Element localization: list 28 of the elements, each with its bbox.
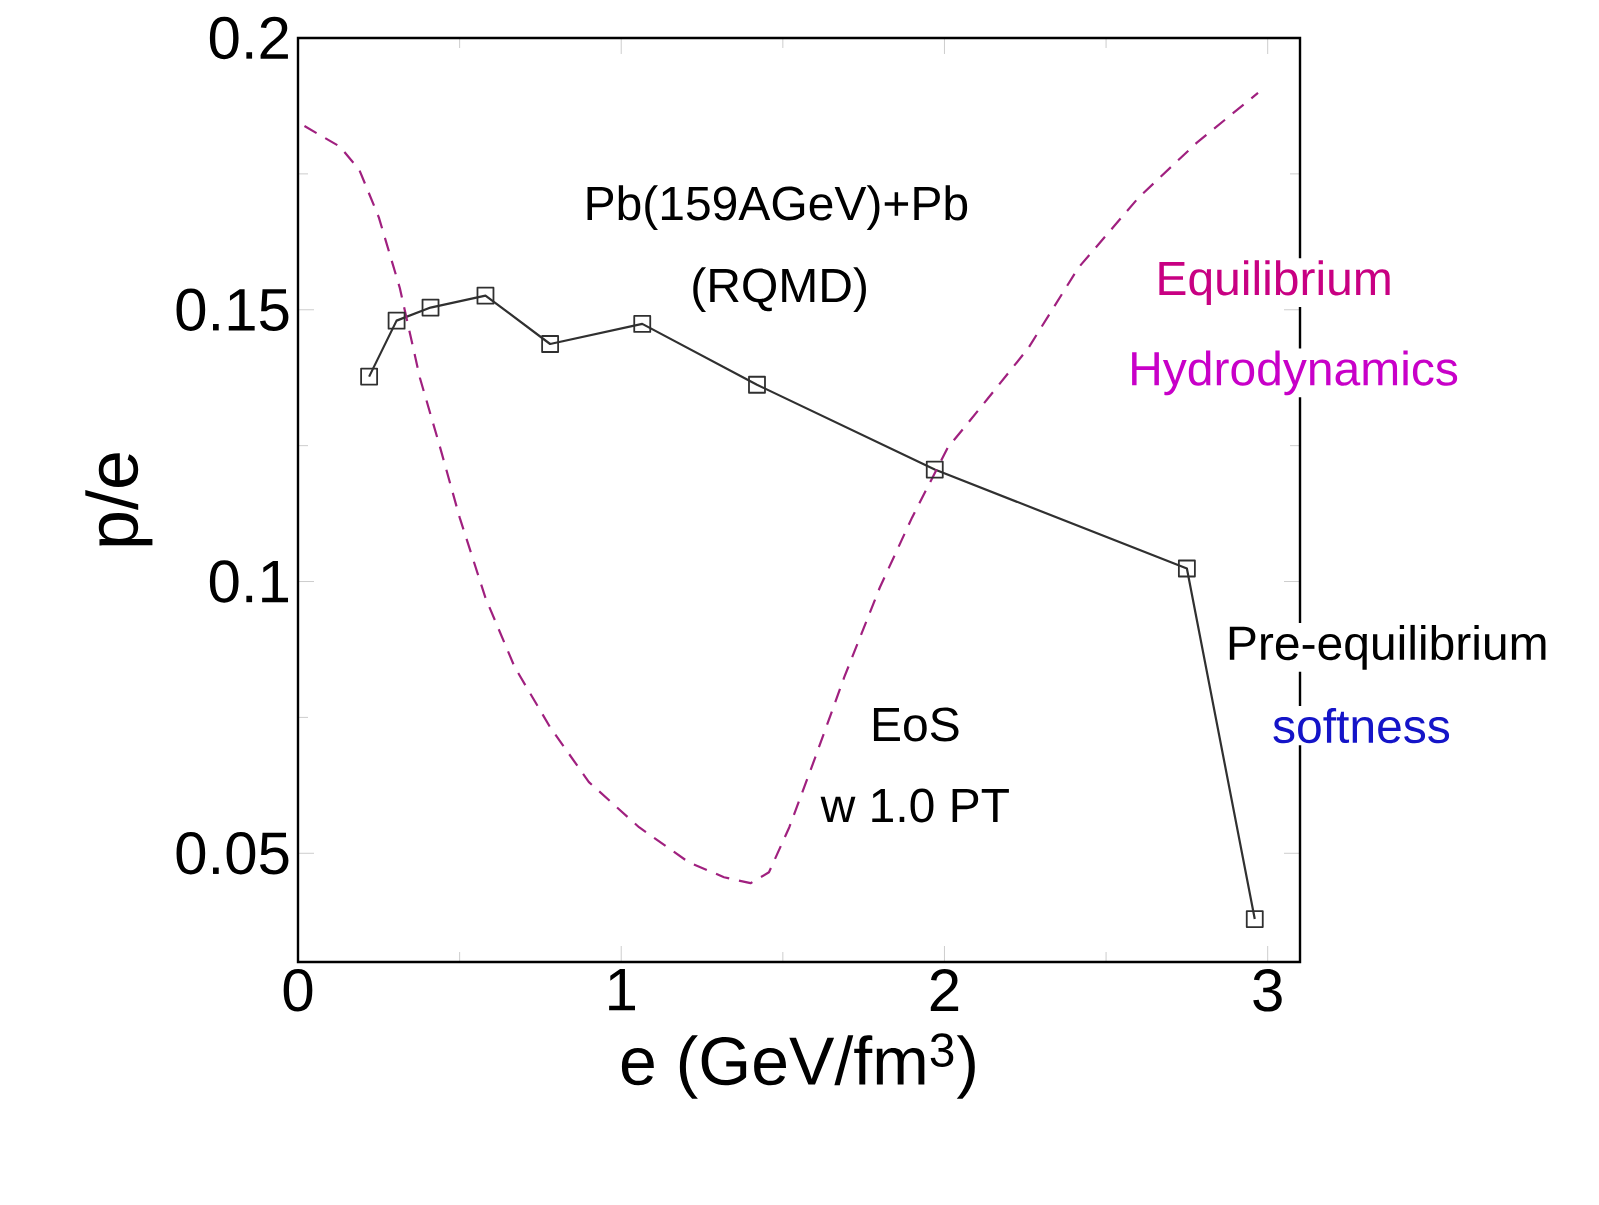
x-tick-label: 3	[1253, 969, 1282, 1012]
x-axis-title: e (GeV/fm$^{3}$)	[621, 1033, 975, 1099]
annotation: w 1.0 PT	[820, 788, 1009, 823]
point	[1245, 910, 1264, 928]
point	[541, 335, 560, 353]
y-tick-label: 0.2	[209, 16, 288, 60]
annotation: Pre-equilibrium	[1229, 624, 1546, 670]
annotation: EoS	[873, 707, 959, 742]
y-axis-title: p/e	[85, 453, 153, 546]
point	[1177, 559, 1196, 578]
point	[476, 286, 495, 305]
x-tick-label: 1	[609, 969, 635, 1011]
annotation: softness	[1273, 707, 1450, 744]
annotation: (RQMD)	[693, 267, 866, 313]
annotation: Hydrodynamics	[1132, 350, 1458, 396]
point	[748, 375, 766, 394]
annotation: Equilibrium	[1159, 260, 1390, 305]
point	[421, 298, 440, 317]
point	[633, 314, 652, 333]
point	[925, 460, 944, 479]
y-tick-label: 0.15	[176, 288, 289, 332]
x-tick-label: 0	[283, 969, 313, 1012]
point	[360, 367, 379, 386]
y-tick-label: 0.1	[209, 560, 289, 603]
x-tick-label: 2	[930, 969, 959, 1011]
y-tick-label: 0.05	[176, 832, 289, 875]
annotation: Pb(159AGeV)+Pb	[587, 185, 968, 230]
point	[387, 311, 406, 330]
